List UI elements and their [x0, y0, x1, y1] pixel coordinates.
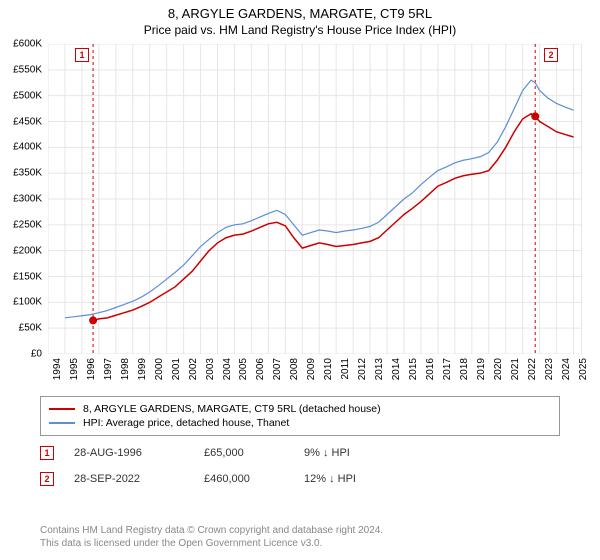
y-tick-label: £500K [13, 90, 42, 101]
legend: 8, ARGYLE GARDENS, MARGATE, CT9 5RL (det… [40, 396, 560, 436]
transaction-marker: 1 [40, 446, 54, 460]
x-tick-label: 1996 [86, 358, 97, 380]
x-tick-label: 2002 [188, 358, 199, 380]
sale-marker-box: 2 [544, 48, 558, 62]
y-tick-label: £50K [19, 323, 42, 334]
title-block: 8, ARGYLE GARDENS, MARGATE, CT9 5RL Pric… [0, 0, 600, 39]
transaction-date: 28-AUG-1996 [74, 447, 184, 459]
y-tick-label: £350K [13, 168, 42, 179]
legend-swatch [49, 408, 75, 410]
x-tick-label: 2022 [527, 358, 538, 380]
x-tick-label: 2019 [476, 358, 487, 380]
chart-plot-area [48, 44, 582, 354]
y-tick-label: £400K [13, 142, 42, 153]
x-tick-label: 2018 [459, 358, 470, 380]
x-tick-label: 2008 [289, 358, 300, 380]
x-tick-label: 2017 [442, 358, 453, 380]
transaction-row: 2 28-SEP-2022 £460,000 12% ↓ HPI [40, 466, 560, 492]
x-tick-label: 2025 [578, 358, 589, 380]
sale-point [531, 112, 539, 120]
x-tick-label: 1995 [69, 358, 80, 380]
legend-label: 8, ARGYLE GARDENS, MARGATE, CT9 5RL (det… [83, 403, 381, 415]
x-tick-label: 2015 [408, 358, 419, 380]
y-tick-label: £600K [13, 39, 42, 50]
x-tick-label: 2009 [306, 358, 317, 380]
x-tick-label: 2020 [493, 358, 504, 380]
x-tick-label: 2010 [323, 358, 334, 380]
line-chart-svg [48, 44, 582, 354]
x-tick-label: 2001 [171, 358, 182, 380]
y-tick-label: £550K [13, 64, 42, 75]
x-tick-label: 2006 [255, 358, 266, 380]
y-tick-label: £300K [13, 194, 42, 205]
legend-item: HPI: Average price, detached house, Than… [49, 416, 551, 430]
x-tick-label: 2011 [340, 358, 351, 380]
x-tick-label: 1998 [120, 358, 131, 380]
x-tick-label: 2012 [357, 358, 368, 380]
x-axis-labels: 1994 1995 1996 1997 1998 1999 2000 2001 2002 2003… [48, 356, 582, 396]
legend-swatch [49, 422, 75, 424]
x-tick-label: 2021 [510, 358, 521, 380]
y-tick-label: £200K [13, 245, 42, 256]
x-tick-label: 2016 [425, 358, 436, 380]
y-tick-label: £450K [13, 116, 42, 127]
x-tick-label: 1994 [52, 358, 63, 380]
transaction-marker: 2 [40, 472, 54, 486]
transactions-table: 1 28-AUG-1996 £65,000 9% ↓ HPI 2 28-SEP-2022 £… [40, 440, 560, 492]
transaction-row: 1 28-AUG-1996 £65,000 9% ↓ HPI [40, 440, 560, 466]
x-tick-label: 2014 [391, 358, 402, 380]
transaction-diff: 12% ↓ HPI [304, 473, 404, 485]
transaction-date: 28-SEP-2022 [74, 473, 184, 485]
x-tick-label: 2004 [222, 358, 233, 380]
x-tick-label: 1997 [103, 358, 114, 380]
sale-marker-box: 1 [75, 48, 89, 62]
y-tick-label: £100K [13, 297, 42, 308]
x-tick-label: 2005 [238, 358, 249, 380]
footer-line1-prefix: Contains HM Land Registry data © Crown c… [40, 525, 358, 536]
footer-year: 2024 [358, 525, 380, 536]
x-tick-label: 2024 [561, 358, 572, 380]
x-tick-label: 2007 [272, 358, 283, 380]
y-tick-label: £250K [13, 219, 42, 230]
x-tick-label: 2003 [205, 358, 216, 380]
legend-item: 8, ARGYLE GARDENS, MARGATE, CT9 5RL (det… [49, 402, 551, 416]
transaction-diff: 9% ↓ HPI [304, 447, 404, 459]
y-axis-labels: £0£50K£100K£150K£200K£250K£300K£350K£400… [0, 44, 46, 354]
y-tick-label: £0 [31, 349, 42, 360]
chart-title: 8, ARGYLE GARDENS, MARGATE, CT9 5RL [0, 6, 600, 21]
footer-attribution: Contains HM Land Registry data © Crown c… [40, 524, 560, 550]
chart-container: 8, ARGYLE GARDENS, MARGATE, CT9 5RL Pric… [0, 0, 600, 560]
footer-line2: This data is licensed under the Open Gov… [40, 538, 322, 549]
transaction-price: £65,000 [204, 447, 284, 459]
x-tick-label: 2000 [154, 358, 165, 380]
transaction-price: £460,000 [204, 473, 284, 485]
chart-subtitle: Price paid vs. HM Land Registry's House … [0, 23, 600, 37]
x-tick-label: 2013 [374, 358, 385, 380]
y-tick-label: £150K [13, 271, 42, 282]
x-tick-label: 1999 [137, 358, 148, 380]
sale-point [89, 316, 97, 324]
footer-line1-suffix: . [380, 525, 383, 536]
x-tick-label: 2023 [544, 358, 555, 380]
legend-label: HPI: Average price, detached house, Than… [83, 417, 289, 429]
